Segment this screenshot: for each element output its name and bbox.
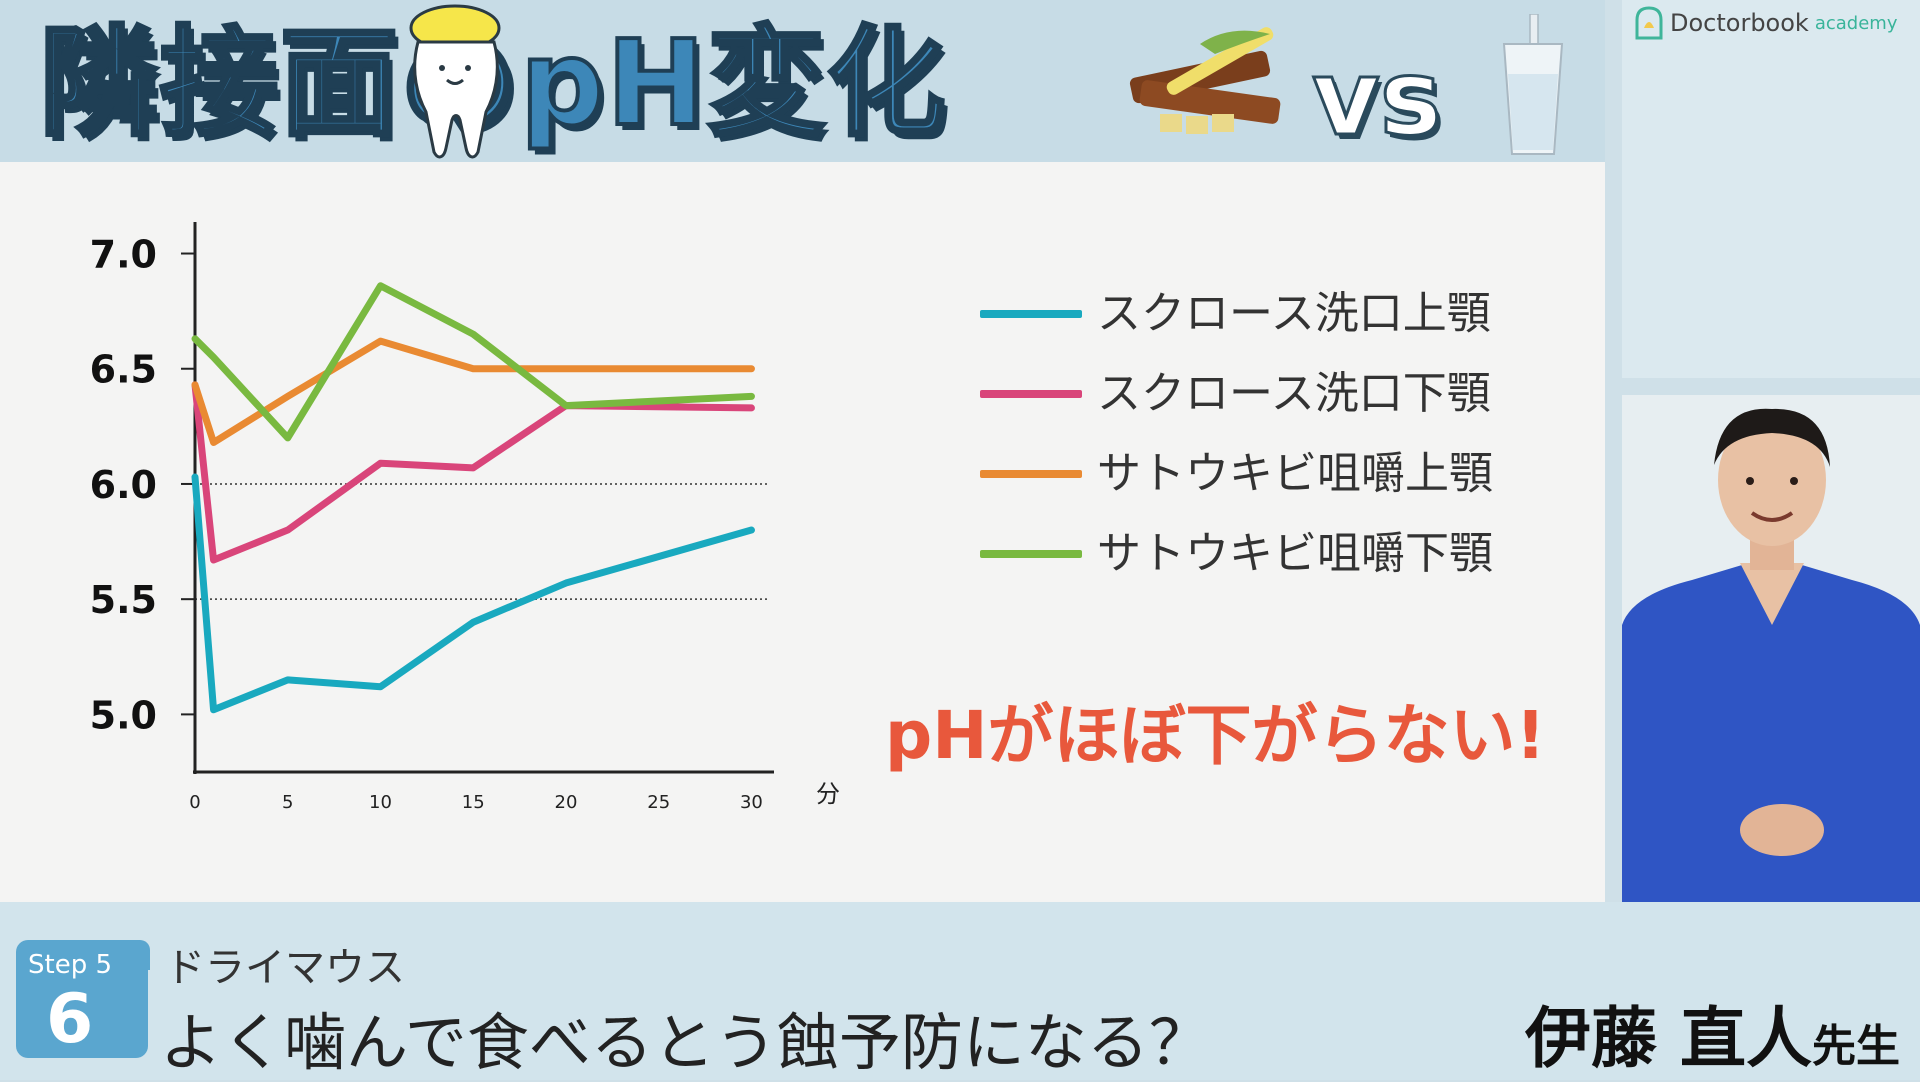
doctorbook-logo-icon: [1635, 6, 1663, 40]
title-banner: 隣接面のpH変化 vs: [0, 0, 1605, 162]
series-line: [191, 473, 755, 714]
legend-label: スクロース洗口下顎: [1097, 368, 1491, 419]
brand-sub: academy: [1814, 12, 1898, 34]
presenter-name: 伊藤 直人先生: [1525, 985, 1900, 1081]
series-line: [191, 282, 755, 442]
line-chart: 5.0 5.5 6.0 6.5 7.0 0 5 10 15 20 25 30 分: [90, 222, 840, 813]
legend-item: スクロース洗口上顎: [975, 272, 1535, 352]
presenter-figure: [1622, 408, 1920, 902]
x-tick-label: 15: [462, 792, 485, 813]
legend-label: スクロース洗口上顎: [1097, 288, 1491, 339]
vs-label: vs: [1311, 37, 1444, 159]
legend-swatch: [980, 310, 1082, 318]
legend-swatch: [980, 470, 1082, 478]
presenter-suffix: 先生: [1812, 1021, 1900, 1072]
x-tick-label: 10: [369, 792, 392, 813]
tooth-mascot-icon: [409, 4, 501, 159]
legend-label: サトウキビ咀嚼上顎: [1097, 448, 1493, 499]
episode-category: ドライマウス: [165, 945, 405, 991]
legend-swatch: [980, 390, 1082, 398]
y-tick-label: 6.0: [90, 463, 157, 507]
y-tick-label: 5.0: [90, 693, 157, 737]
x-tick-label: 25: [647, 792, 670, 813]
presenter-video: [1622, 395, 1920, 902]
legend-label: サトウキビ咀嚼下顎: [1097, 528, 1493, 579]
x-tick-label: 30: [740, 792, 763, 813]
y-tick-label: 6.5: [90, 348, 157, 392]
brand-logo: Doctorbook academy: [1634, 6, 1897, 40]
x-tick-label: 0: [189, 792, 200, 813]
chart-legend: スクロース洗口上顎 スクロース洗口下顎 サトウキビ咀嚼上顎 サトウキビ咀嚼下顎: [975, 272, 1535, 592]
legend-item: サトウキビ咀嚼下顎: [975, 512, 1535, 592]
x-axis-label: 分: [816, 780, 840, 808]
step-number: 6: [46, 980, 94, 1059]
sugarcane-icon: [1129, 27, 1281, 134]
y-tick-label: 5.5: [90, 578, 157, 622]
y-tick-label: 7.0: [90, 233, 157, 277]
step-badge: Step 5 6: [16, 940, 148, 1059]
water-glass-icon: [1502, 14, 1564, 155]
chart-annotation: pHがほぼ下がらない!: [885, 697, 1546, 774]
series-line: [191, 381, 755, 564]
caption-bar: [0, 902, 1920, 1080]
step-label: Step 5: [28, 950, 113, 980]
chart-panel: 5.0 5.5 6.0 6.5 7.0 0 5 10 15 20 25 30 分 スクロース洗口上顎 ス…: [0, 162, 1605, 902]
brand-name: Doctorbook: [1670, 9, 1809, 37]
legend-item: スクロース洗口下顎: [975, 352, 1535, 432]
legend-item: サトウキビ咀嚼上顎: [975, 432, 1535, 512]
logo-panel: Doctorbook academy: [1622, 0, 1920, 378]
x-tick-label: 20: [555, 792, 578, 813]
presenter-name-text: 伊藤 直人: [1525, 1000, 1812, 1077]
x-tick-label: 5: [282, 792, 293, 813]
series-line: [191, 337, 755, 446]
legend-swatch: [980, 550, 1082, 558]
episode-title: よく噛んで食べるとう蝕予防になる？: [160, 1006, 1211, 1079]
